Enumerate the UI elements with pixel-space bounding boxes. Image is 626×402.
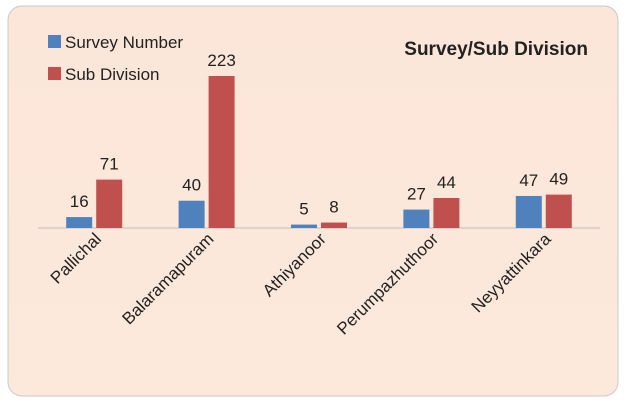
- bar: [515, 195, 542, 228]
- bar: [291, 224, 317, 228]
- chart-frame: [7, 5, 619, 397]
- bar: [96, 179, 123, 228]
- legend-label: Sub Division: [65, 65, 160, 84]
- data-label: 5: [299, 200, 308, 219]
- bar: [321, 222, 347, 228]
- data-label: 223: [207, 51, 235, 70]
- bar: [433, 198, 460, 228]
- legend-label: Survey Number: [65, 33, 183, 52]
- bar: [178, 200, 205, 228]
- data-label: 49: [549, 170, 568, 189]
- bar: [403, 209, 430, 228]
- data-label: 16: [70, 192, 89, 211]
- bar: [208, 76, 235, 228]
- data-label: 40: [182, 176, 201, 195]
- data-label: 71: [100, 155, 119, 174]
- data-label: 8: [329, 198, 338, 217]
- bar: [66, 217, 93, 228]
- legend-swatch: [48, 35, 61, 48]
- legend-swatch: [48, 67, 61, 80]
- bar: [545, 194, 572, 228]
- data-label: 27: [407, 185, 426, 204]
- data-label: 47: [519, 171, 538, 190]
- chart-title: Survey/Sub Division: [404, 39, 588, 60]
- data-label: 44: [437, 173, 456, 192]
